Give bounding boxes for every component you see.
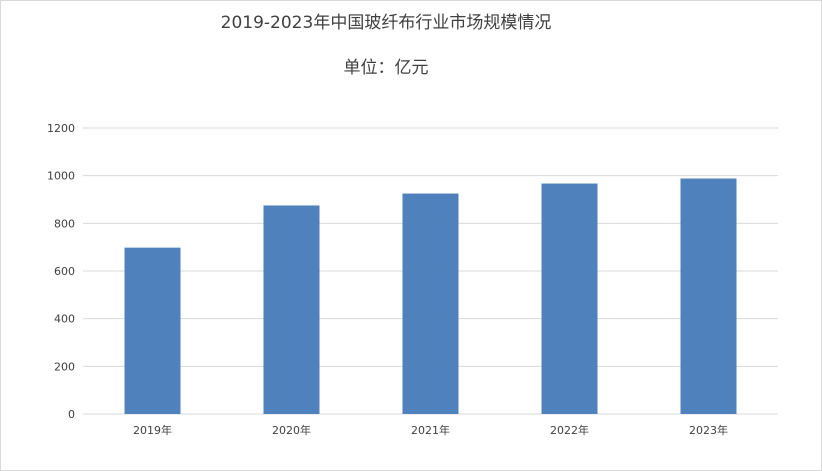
y-tick-label: 1200 bbox=[47, 122, 75, 135]
x-tick-label: 2023年 bbox=[689, 423, 728, 437]
chart-title: 2019-2023年中国玻纤布行业市场规模情况 bbox=[220, 13, 552, 33]
y-tick-label: 200 bbox=[54, 360, 75, 373]
bar-2021年 bbox=[402, 193, 459, 414]
bar-2019年 bbox=[124, 247, 181, 414]
y-tick-label: 0 bbox=[68, 408, 75, 421]
chart-subtitle: 单位：亿元 bbox=[343, 58, 429, 78]
bar-2023年 bbox=[680, 178, 737, 414]
y-tick-label: 800 bbox=[54, 217, 75, 230]
y-tick-label: 600 bbox=[54, 265, 75, 278]
x-tick-label: 2022年 bbox=[550, 423, 589, 437]
x-tick-label: 2021年 bbox=[411, 423, 450, 437]
x-tick-label: 2020年 bbox=[272, 423, 311, 437]
bar-2020年 bbox=[263, 205, 320, 414]
bar-2022年 bbox=[541, 183, 598, 414]
y-tick-label: 400 bbox=[54, 313, 75, 326]
x-tick-label: 2019年 bbox=[133, 423, 172, 437]
y-tick-label: 1000 bbox=[47, 170, 75, 183]
